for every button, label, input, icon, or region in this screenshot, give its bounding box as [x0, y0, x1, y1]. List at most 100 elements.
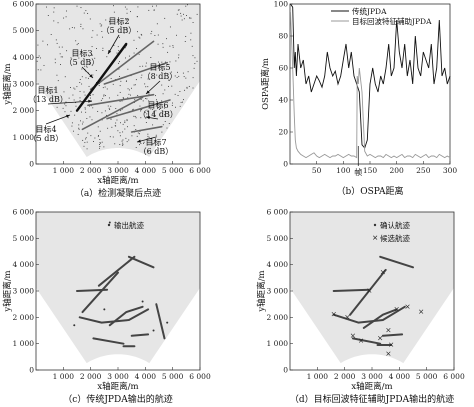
clutter-point: [126, 120, 128, 122]
output-track: [381, 333, 404, 337]
clutter-point: [156, 23, 158, 25]
clutter-point: [147, 86, 149, 88]
clutter-point: [160, 66, 162, 68]
panel-b-series: [290, 3, 451, 159]
x-tick-label: 200: [390, 166, 405, 175]
clutter-point: [86, 141, 88, 143]
clutter-point: [97, 110, 99, 112]
clutter-point: [119, 101, 121, 102]
clutter-point: [106, 88, 108, 90]
clutter-point: [119, 85, 121, 87]
clutter-point: [148, 100, 150, 102]
clutter-point: [181, 19, 183, 21]
target-snr: （5 dB）: [65, 58, 100, 67]
clutter-point: [161, 131, 163, 133]
clutter-point: [135, 117, 137, 119]
clutter-point: [219, 31, 220, 32]
clutter-point: [205, 21, 206, 22]
clutter-point: [55, 39, 57, 41]
clutter-point: [127, 68, 129, 70]
clutter-point: [119, 144, 121, 146]
clutter-point: [78, 124, 80, 126]
clutter-point: [157, 34, 159, 36]
clutter-point: [171, 104, 173, 106]
clutter-point: [84, 142, 86, 144]
clutter-point: [116, 52, 118, 54]
clutter-point: [177, 71, 178, 73]
clutter-point: [85, 137, 87, 139]
clutter-point: [100, 142, 102, 144]
panel-b-ylabel: OSPA距离/m: [260, 58, 271, 110]
clutter-point: [196, 60, 198, 62]
clutter-point: [119, 135, 121, 137]
output-track: [76, 288, 109, 292]
clutter-point: [82, 139, 84, 141]
clutter-point: [77, 133, 79, 135]
clutter-point: [56, 106, 58, 108]
clutter-point: [171, 85, 173, 87]
x-tick-label: 5 000: [162, 166, 184, 175]
clutter-point: [191, 45, 193, 47]
clutter-point: [74, 88, 76, 90]
clutter-point: [205, 37, 206, 38]
clutter-point: [162, 124, 164, 126]
clutter-point: [33, 18, 34, 19]
clutter-point: [141, 74, 143, 76]
clutter-point: [117, 130, 119, 132]
clutter-point: [80, 120, 81, 122]
clutter-point: [203, 12, 204, 13]
clutter-point: [64, 111, 66, 113]
clutter-point: [57, 80, 59, 82]
clutter-point: [183, 18, 185, 20]
clutter-point: [135, 147, 137, 149]
clutter-point: [94, 57, 96, 59]
clutter-point: [122, 142, 124, 144]
clutter-point: [196, 13, 198, 15]
panel-c-caption: （c）传统JPDA输出的航迹: [63, 393, 172, 405]
target-snr: （13 dB）: [28, 95, 68, 104]
clutter-point: [148, 9, 150, 11]
clutter-point: [137, 6, 139, 8]
clutter-point: [140, 33, 142, 35]
clutter-point: [206, 50, 207, 51]
clutter-point: [126, 8, 128, 10]
clutter-point: [111, 126, 113, 128]
clutter-point: [157, 61, 159, 63]
clutter-point: [164, 17, 166, 19]
panel-b-ticks: 50 100 150 200 250 300 0 20 40 60 80 100: [274, 0, 458, 175]
clutter-point: [150, 33, 152, 35]
clutter-point: [53, 11, 55, 13]
y-tick-label: 5 000: [13, 234, 35, 243]
clutter-point: [183, 99, 184, 101]
clutter-point: [101, 24, 103, 26]
clutter-point: [139, 37, 141, 39]
clutter-point: [85, 77, 87, 79]
clutter-point: [210, 57, 211, 58]
output-track: [351, 337, 382, 345]
clutter-point: [78, 128, 80, 130]
clutter-point: [99, 144, 100, 145]
x-tick-label: 2 000: [80, 372, 102, 381]
legend-label-confirmed: 确认航迹: [380, 220, 410, 230]
clutter-point: [164, 121, 166, 123]
clutter-point: [60, 64, 61, 66]
clutter-point: [119, 75, 120, 77]
clutter-point: [76, 5, 78, 7]
clutter-point: [190, 32, 192, 34]
clutter-point: [127, 97, 129, 99]
clutter-point: [169, 61, 171, 63]
clutter-point: [81, 83, 83, 85]
candidate-point: ×: [377, 333, 383, 342]
clutter-point: [135, 47, 137, 49]
target-label: 目标6: [147, 100, 168, 110]
clutter-point: [91, 46, 93, 48]
clutter-point: [145, 65, 147, 67]
clutter-point: [161, 84, 163, 86]
panel-a-ylabel: y轴距离/m: [2, 63, 13, 105]
clutter-point: [192, 22, 194, 23]
clutter-point: [134, 115, 136, 117]
clutter-point: [56, 42, 58, 44]
y-tick-label: 5 000: [267, 234, 289, 243]
clutter-point: [99, 139, 101, 140]
clutter-point: [65, 105, 67, 107]
